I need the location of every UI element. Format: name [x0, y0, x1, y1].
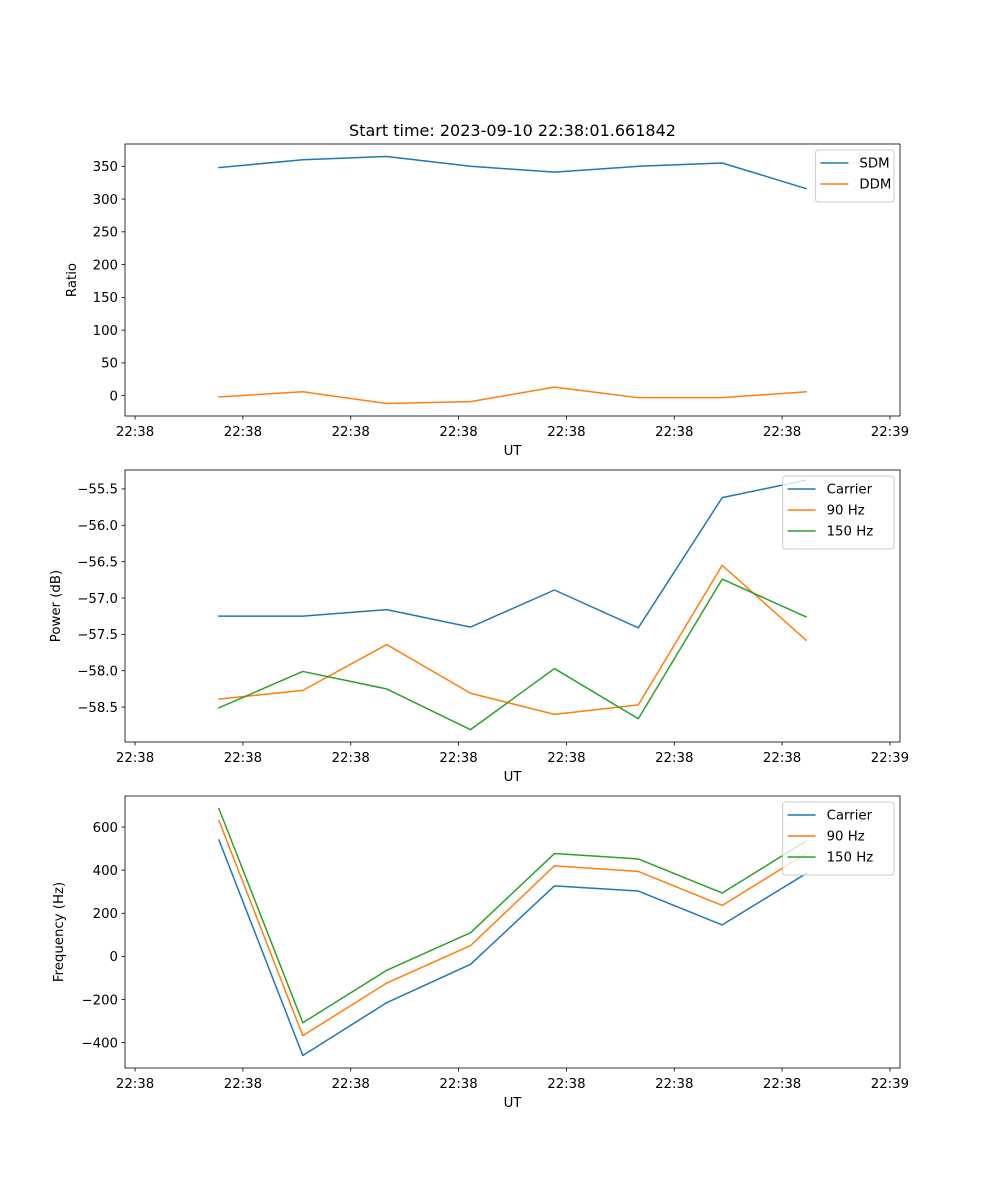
y-tick-label: 250	[93, 226, 118, 241]
x-tick-label: 22:38	[547, 751, 585, 766]
x-tick-label: 22:39	[871, 425, 909, 440]
legend-label: Carrier	[827, 809, 873, 824]
x-tick-label: 22:39	[871, 1077, 909, 1092]
x-axis-label: UT	[504, 770, 523, 785]
legend-label: 90 Hz	[827, 830, 865, 845]
y-tick-label: −56.5	[77, 555, 118, 570]
x-tick-label: 22:38	[332, 425, 370, 440]
legend-label: 150 Hz	[827, 525, 874, 540]
y-axis-label: Frequency (Hz)	[52, 882, 67, 982]
series-line-150-hz	[217, 807, 808, 1024]
x-tick-label: 22:38	[763, 751, 801, 766]
x-tick-label: 22:38	[224, 751, 262, 766]
x-tick-label: 22:38	[439, 1077, 477, 1092]
y-tick-label: 400	[93, 864, 118, 879]
legend-label: DDM	[859, 178, 891, 193]
x-tick-label: 22:38	[439, 751, 477, 766]
x-tick-label: 22:38	[763, 425, 801, 440]
x-tick-label: 22:38	[116, 425, 154, 440]
y-tick-label: 600	[93, 821, 118, 836]
y-tick-label: 0	[110, 389, 118, 404]
x-tick-label: 22:38	[116, 751, 154, 766]
series-line-sdm	[218, 155, 807, 190]
axes-frame	[124, 469, 901, 743]
series-line-ddm	[218, 386, 807, 405]
legend-label: Carrier	[827, 483, 873, 498]
y-tick-label: −56.0	[77, 519, 118, 534]
series-line-carrier	[217, 838, 808, 1057]
y-tick-label: −58.5	[77, 701, 118, 716]
x-tick-label: 22:38	[332, 751, 370, 766]
legend-label: 90 Hz	[827, 504, 865, 519]
x-tick-label: 22:38	[224, 425, 262, 440]
x-tick-label: 22:38	[763, 1077, 801, 1092]
y-tick-label: 350	[93, 160, 118, 175]
x-tick-label: 22:38	[116, 1077, 154, 1092]
x-tick-label: 22:38	[547, 1077, 585, 1092]
y-tick-label: 0	[110, 950, 118, 965]
x-axis-label: UT	[504, 444, 523, 459]
x-tick-label: 22:38	[332, 1077, 370, 1092]
y-tick-label: 50	[101, 357, 118, 372]
x-tick-label: 22:39	[871, 751, 909, 766]
series-line-150-hz	[217, 578, 808, 731]
plots-container: 22:38 22:38 22:38 22:38 22:38 22:38 22:38 22:39…	[49, 143, 909, 1111]
chart-panel-3: 22:38 22:38 22:38 22:38 22:38 22:38 22:38 22:39…	[52, 795, 909, 1111]
y-axis-label: Ratio	[65, 263, 80, 297]
y-tick-label: 200	[93, 258, 118, 273]
x-tick-label: 22:38	[655, 1077, 693, 1092]
legend-label: SDM	[859, 157, 889, 172]
y-tick-label: −58.0	[77, 665, 118, 680]
chart-panel-1: 22:38 22:38 22:38 22:38 22:38 22:38 22:38 22:39…	[65, 143, 909, 459]
y-tick-label: 200	[93, 907, 118, 922]
y-tick-label: 150	[93, 291, 118, 306]
axes-frame	[124, 795, 901, 1069]
y-tick-label: 100	[93, 324, 118, 339]
x-axis-label: UT	[504, 1096, 523, 1111]
axes-frame	[124, 143, 901, 417]
x-tick-label: 22:38	[655, 425, 693, 440]
y-tick-label: −200	[81, 993, 118, 1008]
x-tick-label: 22:38	[224, 1077, 262, 1092]
y-tick-label: −400	[81, 1036, 118, 1051]
y-axis-label: Power (dB)	[49, 570, 64, 642]
y-tick-label: 300	[93, 193, 118, 208]
series-line-90-hz	[217, 819, 808, 1037]
y-tick-label: −57.5	[77, 628, 118, 643]
series-line-carrier	[218, 479, 807, 629]
figure-title: Start time: 2023-09-10 22:38:01.661842	[349, 121, 676, 140]
x-tick-label: 22:38	[655, 751, 693, 766]
x-tick-label: 22:38	[439, 425, 477, 440]
y-tick-label: −55.5	[77, 483, 118, 498]
y-tick-label: −57.0	[77, 592, 118, 607]
legend-label: 150 Hz	[827, 851, 874, 866]
chart-panel-2: 22:38 22:38 22:38 22:38 22:38 22:38 22:38 22:39…	[49, 469, 909, 785]
legend: Carrier 90 Hz 150 Hz	[782, 801, 895, 876]
legend: SDM DDM	[814, 149, 895, 203]
series-line-90-hz	[218, 564, 808, 716]
x-tick-label: 22:38	[547, 425, 585, 440]
legend: Carrier 90 Hz 150 Hz	[782, 475, 895, 550]
